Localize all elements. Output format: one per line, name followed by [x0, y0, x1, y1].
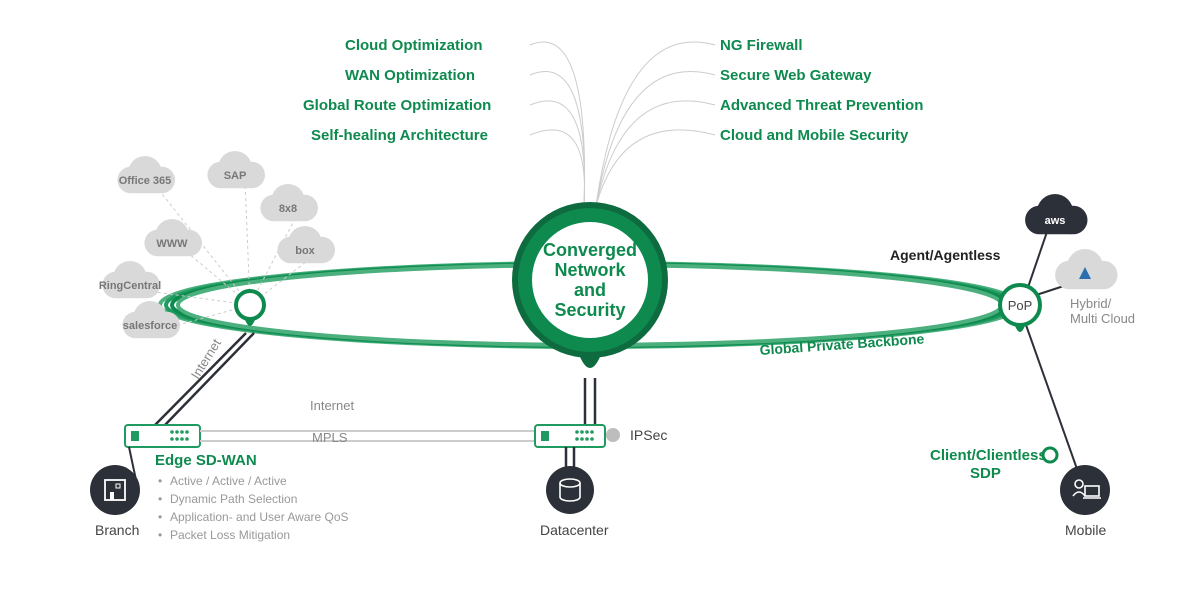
svg-text:aws: aws	[1045, 215, 1066, 227]
center-label-line: Security	[554, 300, 625, 320]
mobile-label: Mobile	[1065, 522, 1106, 538]
datacenter-box	[535, 425, 605, 447]
feature-left: Cloud Optimization	[345, 37, 482, 54]
cloud-right-0: aws	[1025, 194, 1087, 234]
link-internet-label: Internet	[310, 398, 354, 413]
svg-text:salesforce: salesforce	[123, 320, 177, 332]
pop-label: PoP	[1008, 298, 1033, 313]
edge-sdwan-box	[125, 425, 200, 447]
edge-bullet: Active / Active / Active	[170, 474, 287, 488]
pop-node: PoP	[1000, 285, 1040, 332]
link-mpls-label: MPLS	[312, 430, 348, 445]
cloud-office: Office 365	[117, 156, 175, 193]
feature-left: Self-healing Architecture	[311, 127, 488, 144]
feature-right: Advanced Threat Prevention	[720, 97, 923, 114]
hybrid-label-2: Multi Cloud	[1070, 311, 1135, 326]
svg-text:•: •	[158, 510, 162, 524]
feature-right: Secure Web Gateway	[720, 67, 872, 84]
svg-text:RingCentral: RingCentral	[99, 280, 161, 292]
sdp-label-2: SDP	[970, 465, 1001, 482]
feature-right: Cloud and Mobile Security	[720, 127, 909, 144]
feature-right: NG Firewall	[720, 37, 803, 54]
center-label-line: Converged	[543, 240, 637, 260]
svg-text:•: •	[158, 528, 162, 542]
svg-text:box: box	[295, 245, 315, 257]
svg-text:•: •	[158, 474, 162, 488]
cloud-www: WWW	[144, 219, 202, 256]
sdp-label-1: Client/Clientless	[930, 447, 1047, 464]
branch-icon	[90, 465, 140, 515]
datacenter-label: Datacenter	[540, 522, 609, 538]
cloud-8x8: 8x8	[260, 184, 318, 221]
ipsec-label: IPSec	[630, 427, 667, 443]
edge-bullet: Packet Loss Mitigation	[170, 528, 290, 542]
edge-sdwan-title: Edge SD-WAN	[155, 452, 257, 469]
cloud-sap: SAP	[207, 151, 265, 188]
svg-text:Office 365: Office 365	[119, 175, 172, 187]
svg-text:SAP: SAP	[224, 170, 247, 182]
feature-connectors	[530, 42, 715, 206]
cloud-box: box	[277, 226, 335, 263]
center-label-line: and	[574, 280, 606, 300]
branch-label: Branch	[95, 522, 139, 538]
svg-text:WWW: WWW	[156, 238, 188, 250]
feature-left: Global Route Optimization	[303, 97, 491, 114]
center-label-line: Network	[554, 260, 626, 280]
svg-text:8x8: 8x8	[279, 203, 297, 215]
hybrid-label-1: Hybrid/	[1070, 296, 1112, 311]
edge-bullet: Application- and User Aware QoS	[170, 510, 349, 524]
datacenter-db-icon	[546, 466, 594, 514]
agent-label: Agent/Agentless	[890, 247, 1001, 263]
edge-bullet: Dynamic Path Selection	[170, 492, 297, 506]
sdp-dot	[1043, 448, 1057, 462]
mobile-icon	[1060, 465, 1110, 515]
feature-left: WAN Optimization	[345, 67, 475, 84]
cloud-ringcentral: RingCentral	[99, 261, 161, 298]
cloud-right-1	[1055, 249, 1117, 289]
svg-text:•: •	[158, 492, 162, 506]
